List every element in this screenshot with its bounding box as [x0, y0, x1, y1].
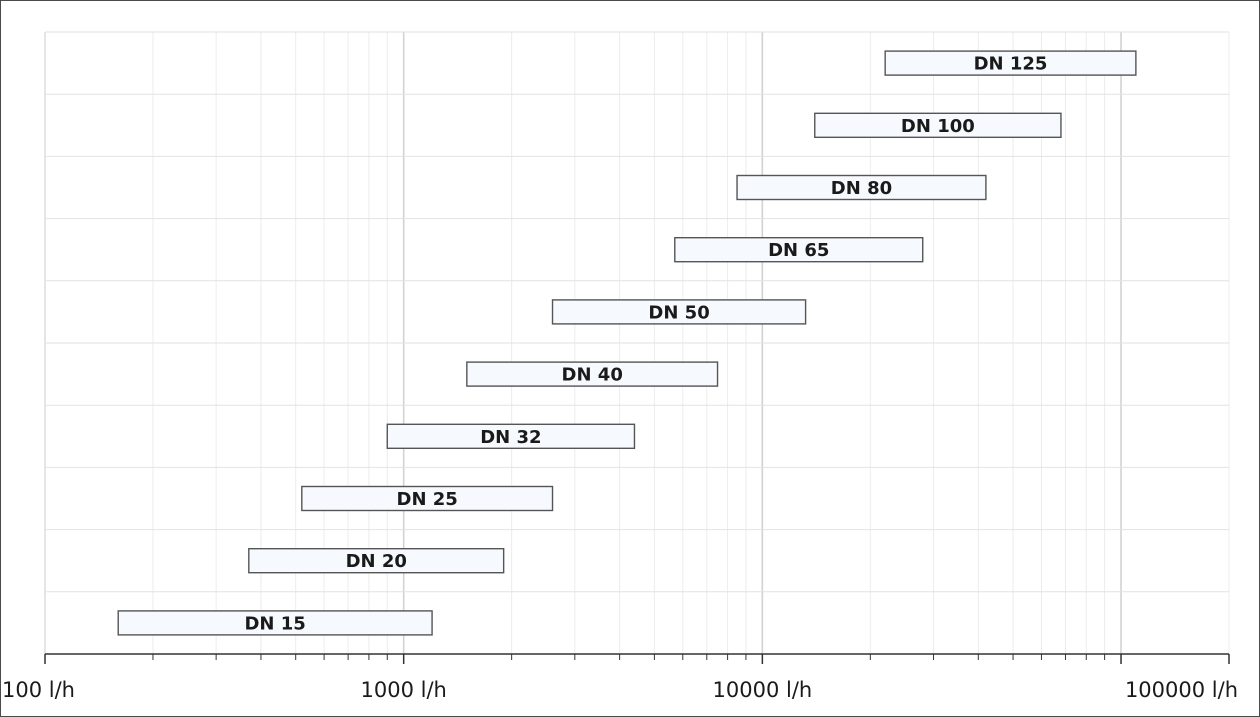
x-tick-label: 100000 l/h	[1125, 678, 1238, 702]
range-bar-label: DN 65	[768, 240, 829, 261]
range-bar-label: DN 100	[901, 116, 975, 137]
x-tick-label: 100 l/h	[2, 678, 75, 702]
range-bar-label: DN 125	[974, 54, 1048, 75]
range-bar	[551, 299, 807, 325]
range-bar-label: DN 32	[480, 427, 541, 448]
x-tick-label: 1000 l/h	[361, 678, 447, 702]
range-bar	[736, 174, 987, 201]
range-bar	[248, 548, 505, 574]
range-bar-label: DN 25	[397, 489, 458, 510]
range-bar-label: DN 50	[648, 302, 709, 323]
range-bar	[386, 423, 636, 449]
range-bar	[117, 610, 433, 636]
range-bar-label: DN 40	[562, 365, 623, 386]
range-bar-label: DN 15	[244, 613, 305, 634]
range-bar	[466, 361, 719, 387]
range-bar-label: DN 80	[831, 178, 892, 199]
range-bar	[301, 485, 554, 512]
range-bar-label: DN 20	[346, 551, 407, 572]
range-bar	[674, 236, 924, 263]
range-bar	[814, 112, 1062, 139]
x-axis: 100 l/h 1000 l/h 10000 l/h 100000 l/h	[2, 653, 1238, 702]
x-tick-label: 10000 l/h	[713, 678, 813, 702]
bars: DN 125 DN 100 DN 80 DN 65 DN 50 DN 40 DN 32 DN …	[117, 50, 1137, 636]
range-bar	[884, 50, 1137, 76]
